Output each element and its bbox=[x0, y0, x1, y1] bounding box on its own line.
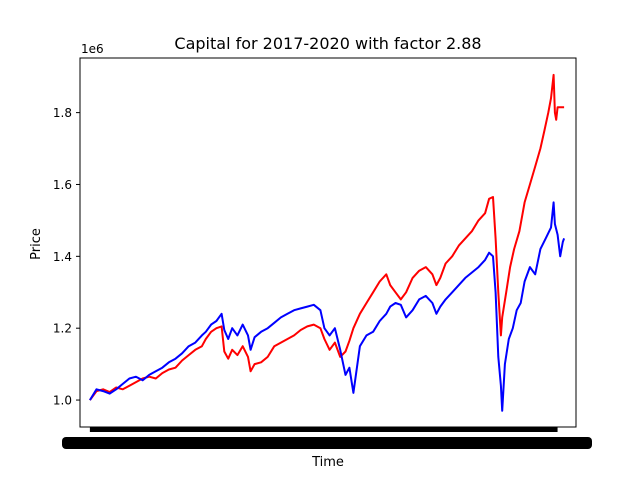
axes-frame bbox=[79, 57, 577, 428]
series-line-2 bbox=[89, 201, 566, 412]
y-multiplier-label: 1e6 bbox=[81, 42, 104, 56]
x-axis-ticks bbox=[62, 427, 592, 449]
plot-area bbox=[89, 73, 566, 412]
y-tick-label: 1.2 bbox=[53, 322, 72, 336]
y-tick-label: 1.8 bbox=[53, 106, 72, 120]
y-axis-ticks: 1.0 1.2 1.4 1.6 1.8 bbox=[53, 106, 80, 408]
x-tick-labels-overlapping bbox=[62, 437, 592, 449]
series-line-1 bbox=[89, 73, 565, 401]
y-tick-label: 1.4 bbox=[53, 250, 72, 264]
x-tick-marks-dense bbox=[89, 427, 558, 432]
y-tick-label: 1.0 bbox=[53, 394, 72, 408]
chart-title: Capital for 2017-2020 with factor 2.88 bbox=[174, 34, 481, 53]
y-tick-label: 1.6 bbox=[53, 178, 72, 192]
y-axis-label: Price bbox=[29, 228, 44, 260]
x-axis-label: Time bbox=[311, 455, 344, 470]
